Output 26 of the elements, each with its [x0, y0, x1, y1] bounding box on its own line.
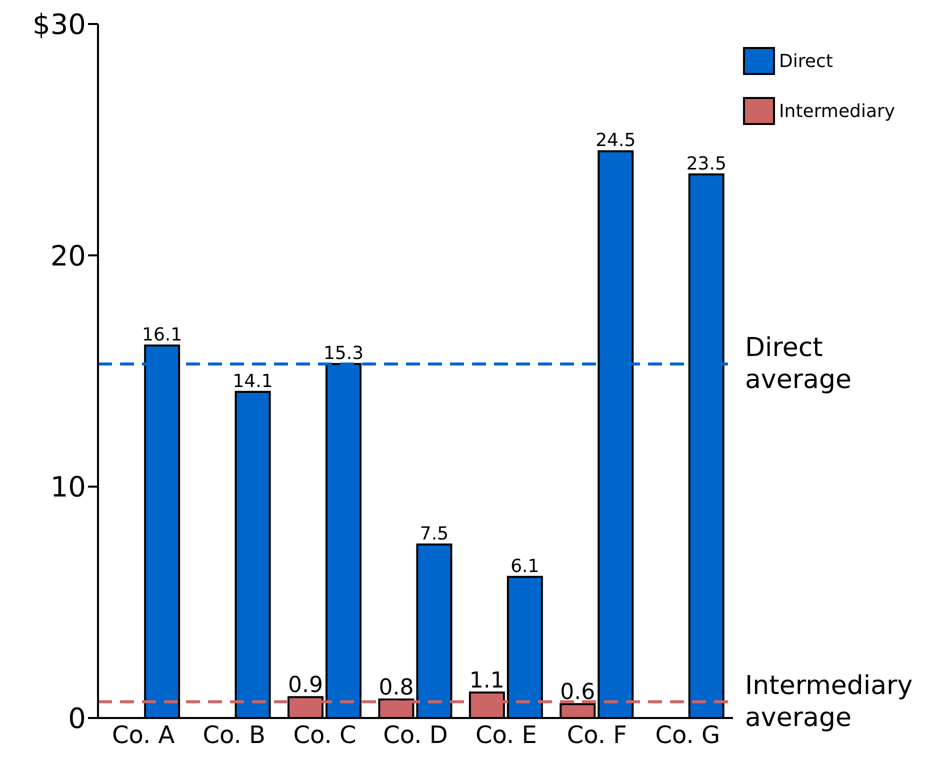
ref-line-label: Direct average [745, 333, 852, 396]
data-label: 15.3 [323, 343, 364, 364]
y-tick-label: 10 [50, 470, 86, 504]
x-tick-label: Co. B [202, 721, 266, 750]
x-tick-label: Co. F [566, 721, 627, 750]
y-tick-label: 20 [50, 239, 86, 272]
x-tick-label: Co. E [475, 721, 537, 750]
legend-label: Direct [779, 50, 833, 72]
data-label: 7.5 [420, 524, 449, 544]
legend-label: Intermediary [779, 100, 896, 122]
x-tick-label: Co. A [112, 721, 176, 750]
x-tick-label: Co. D [383, 721, 448, 750]
data-label: 24.5 [596, 130, 636, 152]
y-tick-label: 0 [68, 702, 86, 735]
data-label: 0.6 [560, 680, 596, 706]
x-tick-label: Co. C [293, 721, 356, 750]
data-label: 16.1 [142, 324, 182, 346]
data-label: 1.1 [469, 668, 504, 694]
data-label: 23.5 [686, 153, 726, 174]
data-label: 6.1 [510, 556, 540, 577]
data-label: 0.9 [288, 673, 323, 698]
y-tick-label: $30 [32, 8, 86, 41]
x-tick-label: Co. G [655, 721, 720, 750]
data-label: 0.8 [378, 675, 414, 700]
ref-line-label: Intermediary average [745, 670, 913, 733]
data-label: 14.1 [232, 370, 273, 392]
